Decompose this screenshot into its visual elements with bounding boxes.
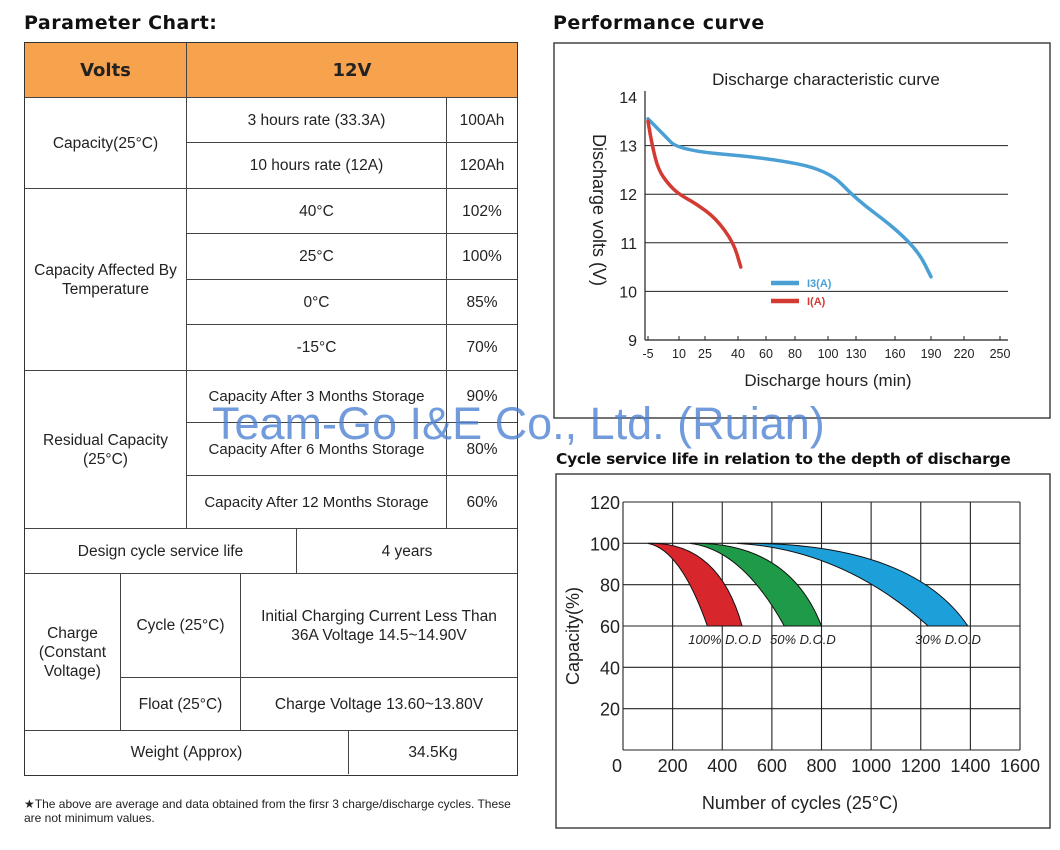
discharge-y-tick-label: 9 bbox=[628, 333, 637, 350]
discharge-x-tick-label: 10 bbox=[672, 347, 686, 361]
design-life-value: 4 years bbox=[297, 529, 517, 574]
cycle-life-x-tick-label: 1000 bbox=[851, 756, 891, 776]
footnote: ★The above are average and data obtained… bbox=[24, 797, 511, 825]
cycle-life-x-tick-label: 0 bbox=[612, 756, 622, 776]
capacity-label: Capacity(25°C) bbox=[25, 98, 187, 189]
cycle-life-x-axis-label: Number of cycles (25°C) bbox=[702, 793, 898, 813]
cycle-label: Cycle (25°C) bbox=[121, 574, 241, 678]
cap-3h-label: 3 hours rate (33.3A) bbox=[187, 98, 447, 143]
temp-row-value: 85% bbox=[447, 280, 517, 325]
float-label: Float (25°C) bbox=[121, 678, 241, 731]
discharge-x-tick-label: 100 bbox=[818, 347, 839, 361]
discharge-x-tick-label: 25 bbox=[698, 347, 712, 361]
cycle-life-x-tick-label: 1600 bbox=[1000, 756, 1040, 776]
discharge-x-tick-label: 40 bbox=[731, 347, 745, 361]
design-life-label: Design cycle service life bbox=[25, 529, 297, 574]
discharge-x-tick-label: 130 bbox=[846, 347, 867, 361]
discharge-x-axis-label: Discharge hours (min) bbox=[744, 371, 911, 390]
float-value: Charge Voltage 13.60~13.80V bbox=[241, 678, 517, 731]
cycle-life-x-tick-label: 1200 bbox=[901, 756, 941, 776]
discharge-x-tick-label: 250 bbox=[990, 347, 1011, 361]
cycle-life-x-tick-label: 400 bbox=[707, 756, 737, 776]
temp-row-value: 70% bbox=[447, 325, 517, 371]
cycle-life-series-label: 100% D.O.D bbox=[688, 632, 761, 647]
discharge-legend-label: I(A) bbox=[807, 296, 826, 308]
cycle-life-y-tick-label: 40 bbox=[600, 658, 620, 678]
temp-row-value: 100% bbox=[447, 234, 517, 280]
discharge-y-axis-label: Discharge volts (V) bbox=[589, 134, 609, 286]
discharge-chart: Discharge characteristic curve Discharge… bbox=[553, 42, 1051, 419]
cycle-life-x-tick-label: 1400 bbox=[950, 756, 990, 776]
cycle-life-y-tick-label: 120 bbox=[590, 493, 620, 513]
discharge-y-tick-label: 14 bbox=[619, 90, 637, 107]
residual-row-label: Capacity After 6 Months Storage bbox=[187, 423, 447, 476]
cycle-life-chart: 20 40 60 80 100 120 0 200 400 600 800 1000 1200 1400… bbox=[555, 473, 1051, 829]
cycle-life-y-tick-label: 20 bbox=[600, 700, 620, 720]
discharge-x-tick-label: 190 bbox=[921, 347, 942, 361]
temp-row-label: 0°C bbox=[187, 280, 447, 325]
volts-header: Volts bbox=[25, 43, 187, 98]
discharge-y-tick-label: 10 bbox=[619, 284, 637, 301]
cycle-life-series-band bbox=[647, 542, 743, 627]
residual-row-value: 80% bbox=[447, 423, 517, 476]
temperature-label: Capacity Affected By Temperature bbox=[25, 189, 187, 371]
discharge-x-tick-label: -5 bbox=[642, 347, 653, 361]
cycle-life-x-tick-label: 800 bbox=[806, 756, 836, 776]
cycle-life-y-tick-label: 60 bbox=[600, 617, 620, 637]
discharge-x-tick-label: 220 bbox=[954, 347, 975, 361]
volts-value: 12V bbox=[187, 43, 517, 98]
discharge-chart-title: Discharge characteristic curve bbox=[712, 70, 940, 89]
temp-row-value: 102% bbox=[447, 189, 517, 234]
residual-row-label: Capacity After 12 Months Storage bbox=[187, 476, 447, 529]
cycle-life-series-band bbox=[737, 542, 969, 627]
residual-row-label: Capacity After 3 Months Storage bbox=[187, 371, 447, 423]
discharge-y-tick-label: 12 bbox=[619, 187, 637, 204]
temp-row-label: 40°C bbox=[187, 189, 447, 234]
discharge-x-tick-label: 160 bbox=[885, 347, 906, 361]
cycle-life-heading: Cycle service life in relation to the de… bbox=[556, 450, 1011, 468]
cycle-life-chart-frame bbox=[555, 473, 1051, 829]
temp-row-label: -15°C bbox=[187, 325, 447, 371]
cap-10h-label: 10 hours rate (12A) bbox=[187, 143, 447, 189]
discharge-x-tick-label: 60 bbox=[759, 347, 773, 361]
charge-label: Charge (Constant Voltage) bbox=[25, 574, 121, 731]
weight-label: Weight (Approx) bbox=[25, 731, 349, 774]
cap-3h-value: 100Ah bbox=[447, 98, 517, 143]
residual-capacity-label: Residual Capacity (25°C) bbox=[25, 371, 187, 529]
cycle-life-y-tick-label: 80 bbox=[600, 576, 620, 596]
discharge-x-tick-label: 80 bbox=[788, 347, 802, 361]
cycle-life-series-label: 50% D.O.D bbox=[770, 632, 836, 647]
cycle-life-y-axis-label: Capacity(%) bbox=[563, 587, 583, 685]
discharge-y-tick-label: 13 bbox=[619, 139, 637, 156]
cap-10h-value: 120Ah bbox=[447, 143, 517, 189]
weight-value: 34.5Kg bbox=[408, 744, 458, 761]
residual-row-value: 60% bbox=[447, 476, 517, 529]
cycle-life-x-tick-label: 600 bbox=[757, 756, 787, 776]
watermark: Team-Go I&E Co., Ltd. (Ruian) bbox=[212, 398, 825, 449]
discharge-legend-label: I3(A) bbox=[807, 278, 832, 290]
cycle-life-x-tick-label: 200 bbox=[658, 756, 688, 776]
discharge-chart-frame bbox=[553, 42, 1051, 419]
residual-row-value: 90% bbox=[447, 371, 517, 423]
cycle-life-y-tick-label: 100 bbox=[590, 534, 620, 554]
discharge-series-line bbox=[646, 117, 933, 279]
performance-curve-heading: Performance curve bbox=[553, 12, 765, 34]
parameter-chart-heading: Parameter Chart: bbox=[24, 12, 218, 34]
cycle-life-series-band bbox=[689, 542, 823, 627]
discharge-y-tick-label: 11 bbox=[620, 236, 637, 253]
cycle-value: Initial Charging Current Less Than 36A V… bbox=[241, 574, 517, 678]
cycle-life-series-label: 30% D.O.D bbox=[915, 632, 981, 647]
discharge-series-line bbox=[646, 119, 743, 269]
temp-row-label: 25°C bbox=[187, 234, 447, 280]
parameter-table: Volts 12V Capacity(25°C) 3 hours rate (3… bbox=[24, 42, 518, 776]
